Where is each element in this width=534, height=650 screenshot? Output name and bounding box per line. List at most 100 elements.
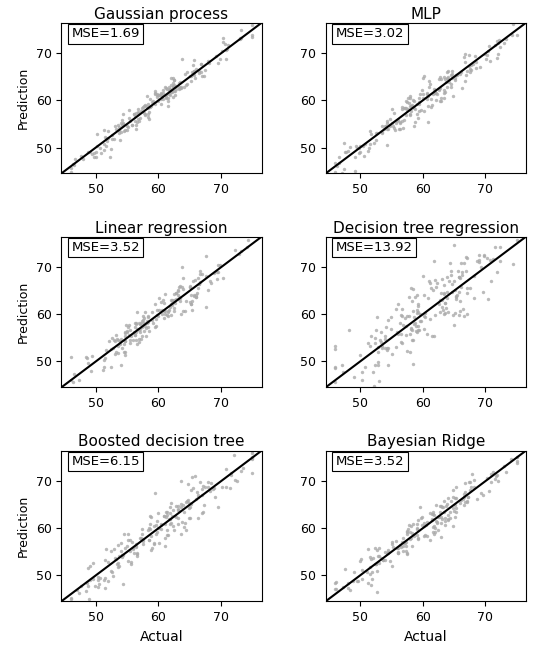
Point [430, 87, 439, 98]
Point [186, 282, 194, 293]
Point [512, 458, 521, 469]
Point [157, 519, 166, 529]
Point [378, 341, 386, 351]
Point [170, 90, 179, 100]
Point [350, 567, 359, 577]
Point [176, 293, 184, 304]
Point [223, 40, 232, 51]
Point [461, 497, 469, 507]
Point [157, 98, 166, 109]
Point [126, 535, 135, 545]
Point [121, 336, 129, 346]
Point [415, 105, 423, 116]
Point [493, 36, 501, 47]
Point [116, 127, 125, 138]
Point [110, 544, 119, 554]
Point [70, 369, 78, 379]
Point [457, 495, 466, 506]
Point [147, 545, 155, 555]
Point [403, 526, 412, 536]
Point [356, 350, 364, 361]
Point [129, 548, 138, 558]
Point [452, 292, 460, 302]
Point [112, 559, 121, 569]
Point [456, 306, 464, 316]
Point [159, 85, 168, 96]
Point [374, 551, 382, 562]
Point [166, 508, 174, 518]
Point [166, 519, 174, 529]
Point [392, 304, 400, 315]
Point [127, 556, 136, 567]
Title: Linear regression: Linear regression [95, 220, 228, 235]
Point [175, 506, 184, 516]
Point [387, 324, 395, 334]
Point [420, 521, 428, 531]
Point [161, 519, 169, 530]
Point [192, 292, 200, 302]
Point [117, 359, 125, 370]
Point [180, 306, 189, 316]
Point [449, 91, 458, 101]
Point [109, 335, 118, 345]
Point [205, 58, 214, 68]
Point [83, 358, 92, 369]
Point [75, 588, 83, 598]
Point [392, 342, 400, 352]
Point [192, 292, 201, 303]
Point [222, 482, 230, 493]
Point [132, 318, 140, 329]
Point [368, 567, 376, 578]
Point [407, 296, 416, 306]
Point [404, 93, 412, 103]
Point [121, 543, 130, 553]
Point [436, 501, 445, 512]
Point [123, 122, 132, 133]
Point [456, 272, 465, 283]
Point [375, 551, 383, 562]
Point [420, 324, 428, 335]
Point [172, 294, 180, 304]
Point [430, 85, 439, 96]
Point [156, 296, 165, 307]
Point [170, 79, 178, 90]
Point [406, 91, 415, 101]
Point [405, 101, 414, 112]
Point [451, 507, 460, 517]
Point [160, 298, 168, 309]
Point [157, 524, 166, 534]
Point [136, 319, 145, 330]
Point [401, 541, 410, 551]
Point [480, 250, 489, 261]
Point [131, 111, 139, 122]
Point [128, 538, 136, 548]
Point [118, 549, 127, 560]
Point [120, 528, 129, 539]
Point [107, 344, 115, 354]
Point [171, 500, 180, 511]
Point [420, 290, 429, 300]
Point [459, 494, 467, 504]
Point [463, 288, 472, 298]
Point [185, 71, 194, 81]
Point [198, 71, 207, 81]
Point [113, 334, 122, 345]
Point [443, 514, 452, 524]
Point [491, 40, 499, 50]
Point [431, 88, 439, 98]
Point [167, 295, 176, 306]
Point [124, 528, 132, 539]
Point [132, 548, 141, 558]
Point [340, 164, 348, 175]
Point [445, 513, 454, 523]
Point [406, 101, 415, 111]
Point [367, 129, 375, 139]
Point [170, 298, 179, 308]
Point [139, 311, 147, 321]
Point [204, 285, 213, 296]
Point [344, 146, 352, 156]
Point [67, 352, 75, 363]
Point [248, 453, 256, 463]
Point [417, 105, 425, 116]
Point [195, 68, 203, 78]
